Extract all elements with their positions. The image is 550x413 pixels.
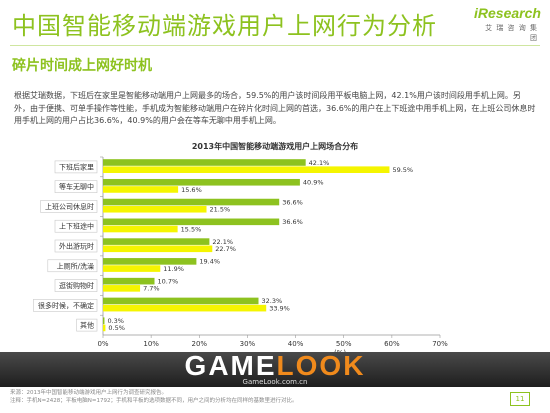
bar-chart: 0% 10% 20% 30% 40% 50% 60% 70% (%) 下班后家里 42.1% 59.5… [33,156,448,352]
category-label-box [40,200,98,213]
bar [103,245,213,253]
watermark-right: LOOK [276,350,366,381]
bar-value-label: 0.3% [107,317,124,325]
page-number: 11 [510,392,530,406]
bar-value-label: 7.7% [143,285,160,293]
bar-value-label: 19.4% [199,258,220,266]
bar-value-label: 36.6% [282,198,303,206]
category-label: 上厕所/洗澡 [57,261,94,270]
x-tick-label: 40% [288,340,304,348]
category-label-box [33,299,98,312]
bar-value-label: 32.3% [262,297,283,305]
bar [103,205,207,213]
x-tick-label: 20% [192,340,208,348]
page-title: 中国智能移动端游戏用户上网行为分析 [12,12,437,40]
category-label: 很多时候，不确定 [38,301,94,310]
bar [103,317,105,325]
category-label: 下班后家里 [59,162,94,171]
category-label-box [76,318,98,332]
logo-subtext: 艾 瑞 咨 询 集 团 [485,24,538,42]
bar [103,238,210,245]
header-divider [10,45,540,46]
category-label-box [54,239,98,253]
x-tick-label: 70% [432,340,448,348]
bar [103,304,267,312]
category-label: 上班公司休息时 [45,202,94,211]
bar [103,297,259,305]
iresearch-logo: iResearch 艾 瑞 咨 询 集 团 [474,5,541,42]
bar [103,186,179,193]
bar [103,277,155,285]
source-note: 来源：2013年中国智能移动端游戏用户上网行为调查研究报告。 [10,390,167,396]
bar-value-label: 36.6% [282,218,303,226]
category-label: 其他 [80,321,94,330]
bar [103,324,106,332]
x-tick-label: 60% [384,340,400,348]
category-label-box [54,279,98,292]
bar [103,285,141,292]
bar-value-label: 22.7% [215,245,236,253]
category-label-box [54,180,98,193]
section-subtitle: 碎片时间成上网好时机 [12,58,152,74]
bar-value-label: 15.6% [181,186,202,194]
category-label: 上下班途中 [59,222,94,231]
bar [103,166,390,173]
bar-value-label: 10.7% [158,277,179,285]
intro-paragraph: 根据艾瑞数据，下班后在家里是智能移动端用户上网最多的场合，59.5%的用户该时间… [14,91,536,125]
watermark-url: GameLook.com.cn [242,378,308,386]
watermark-left: GAME [184,350,277,381]
category-label: 等车无聊中 [59,182,94,191]
bar-value-label: 21.5% [210,206,231,214]
bar [103,258,197,265]
bar-value-label: 11.9% [163,265,184,273]
category-label-box [47,259,98,273]
logo-text: iResearch [474,5,541,21]
x-tick-label: 10% [143,340,159,348]
footnotes: 来源：2013年中国智能移动端游戏用户上网行为调查研究报告。 注释：手机N=24… [10,389,297,405]
category-label: 外出游玩时 [59,242,94,251]
gamelook-watermark: GAMELOOK [0,350,550,382]
bar [103,178,300,186]
category-label: 逛街购物时 [59,281,94,290]
bar [103,225,178,233]
watermark-banner [0,352,550,387]
bar-value-label: 59.5% [392,166,413,174]
category-label-box [54,160,98,174]
bar [103,265,161,272]
x-tick-label: 50% [336,340,352,348]
x-tick-label: 30% [240,340,256,348]
bar-value-label: 42.1% [309,159,330,167]
bar-value-label: 15.5% [181,225,202,233]
x-axis-unit: (%) [334,349,346,352]
category-label-box [54,219,98,233]
bar-value-label: 0.5% [108,324,125,332]
bar-value-label: 40.9% [303,179,324,187]
bar [103,198,280,206]
bar-value-label: 22.1% [212,238,233,246]
bar [103,218,280,226]
sample-note: 注释：手机N=2428；平板电脑N=1792；手机和平板的选项数据不同，用户之间… [10,398,298,404]
chart-title: 2013年中国智能移动端游戏用户上网场合分布 [191,142,359,151]
x-tick-label: 0% [97,340,108,348]
bar [103,159,306,166]
bar-value-label: 33.9% [269,304,290,312]
